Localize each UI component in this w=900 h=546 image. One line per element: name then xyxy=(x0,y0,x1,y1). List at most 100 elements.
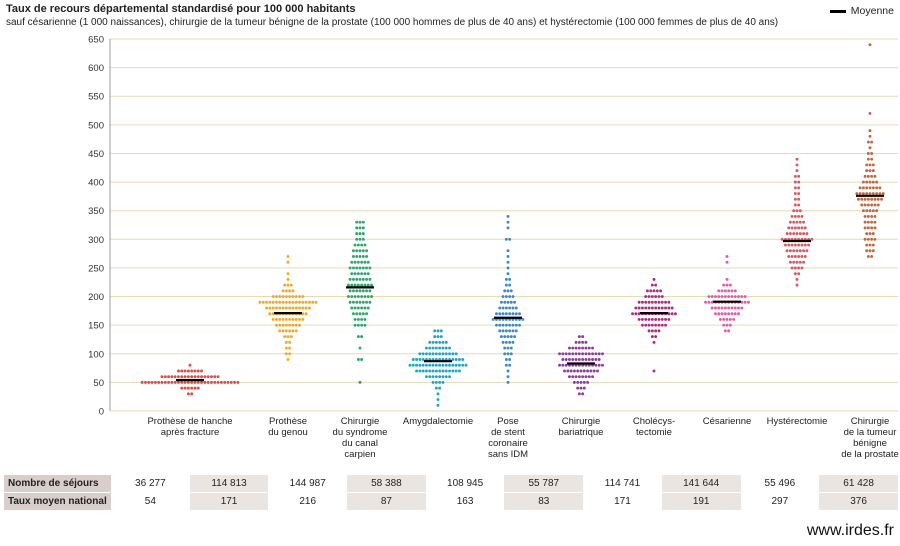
data-point xyxy=(498,312,502,316)
data-point xyxy=(601,352,604,356)
data-point xyxy=(358,289,362,293)
data-point xyxy=(728,323,732,327)
data-point xyxy=(351,249,355,253)
data-point xyxy=(875,192,879,195)
data-point xyxy=(190,375,194,379)
data-point xyxy=(797,197,801,201)
data-point xyxy=(436,335,440,339)
data-point xyxy=(284,340,288,344)
data-point xyxy=(353,323,357,327)
data-point xyxy=(286,260,290,264)
data-point xyxy=(647,300,651,304)
data-point xyxy=(504,312,508,316)
data-point xyxy=(793,226,797,230)
data-point xyxy=(351,289,355,293)
data-point xyxy=(441,380,445,384)
data-point xyxy=(793,266,797,270)
y-tick-label: 400 xyxy=(88,178,104,189)
data-point xyxy=(800,266,804,270)
data-point xyxy=(434,369,438,373)
data-point xyxy=(720,289,724,293)
data-point xyxy=(863,203,867,207)
data-point xyxy=(448,369,451,373)
data-point xyxy=(200,380,203,384)
data-point xyxy=(664,323,667,327)
data-point xyxy=(790,266,794,270)
y-tick-label: 550 xyxy=(88,92,104,103)
data-point xyxy=(304,312,308,316)
data-point xyxy=(868,169,872,173)
data-point xyxy=(461,358,465,361)
data-point xyxy=(508,312,512,316)
data-point xyxy=(795,209,799,213)
table-cell: 114 741 xyxy=(583,475,662,493)
data-point xyxy=(200,375,203,379)
data-point xyxy=(504,340,508,344)
data-point xyxy=(798,220,802,224)
data-point xyxy=(725,277,729,281)
data-point xyxy=(361,289,365,293)
data-point xyxy=(730,289,734,293)
data-point xyxy=(720,306,724,310)
data-point xyxy=(866,197,870,201)
data-point xyxy=(577,340,581,344)
data-point xyxy=(415,369,418,373)
data-point xyxy=(454,363,458,367)
data-point xyxy=(866,174,870,178)
data-point xyxy=(360,335,364,339)
data-point xyxy=(654,295,658,298)
data-point xyxy=(294,300,298,304)
data-point xyxy=(795,260,799,264)
data-point xyxy=(707,295,711,298)
data-point xyxy=(444,340,448,344)
category-label: Pose de stent coronaire sans IDM xyxy=(488,416,528,460)
data-point xyxy=(865,243,869,247)
data-point xyxy=(650,295,654,298)
data-point xyxy=(458,369,461,373)
data-point xyxy=(190,386,194,390)
data-point xyxy=(439,335,443,339)
data-point xyxy=(358,226,362,230)
data-point xyxy=(418,363,422,367)
data-point xyxy=(360,243,364,247)
data-point xyxy=(561,363,565,367)
data-point xyxy=(584,346,588,350)
data-point xyxy=(564,352,568,356)
data-point xyxy=(363,295,367,298)
data-point xyxy=(288,346,292,350)
data-point xyxy=(728,283,732,287)
data-point xyxy=(591,358,594,361)
data-point xyxy=(644,317,648,321)
data-point xyxy=(594,358,598,361)
data-point xyxy=(144,380,147,384)
data-point xyxy=(157,380,161,384)
data-point xyxy=(793,272,797,276)
data-point xyxy=(203,375,207,379)
data-point xyxy=(361,232,365,236)
data-point xyxy=(288,289,292,293)
data-point xyxy=(571,358,575,361)
data-point xyxy=(438,352,442,356)
data-point xyxy=(508,358,512,361)
data-point xyxy=(415,363,418,367)
data-point xyxy=(511,312,515,316)
data-point xyxy=(281,317,285,321)
data-point xyxy=(355,220,359,224)
data-point xyxy=(193,369,197,373)
chart-title: Taux de recours départemental standardis… xyxy=(6,3,356,15)
data-point xyxy=(797,174,801,178)
data-point xyxy=(780,237,784,241)
data-point xyxy=(873,174,877,178)
data-point xyxy=(351,277,355,281)
data-point xyxy=(584,375,588,379)
data-point xyxy=(434,346,438,350)
data-point xyxy=(717,312,721,316)
data-point xyxy=(501,323,505,327)
data-point xyxy=(431,380,435,384)
data-point xyxy=(582,369,586,373)
data-point xyxy=(183,380,187,384)
data-point xyxy=(644,300,648,304)
data-point xyxy=(601,363,604,367)
data-point xyxy=(792,260,796,264)
data-point xyxy=(350,283,354,287)
